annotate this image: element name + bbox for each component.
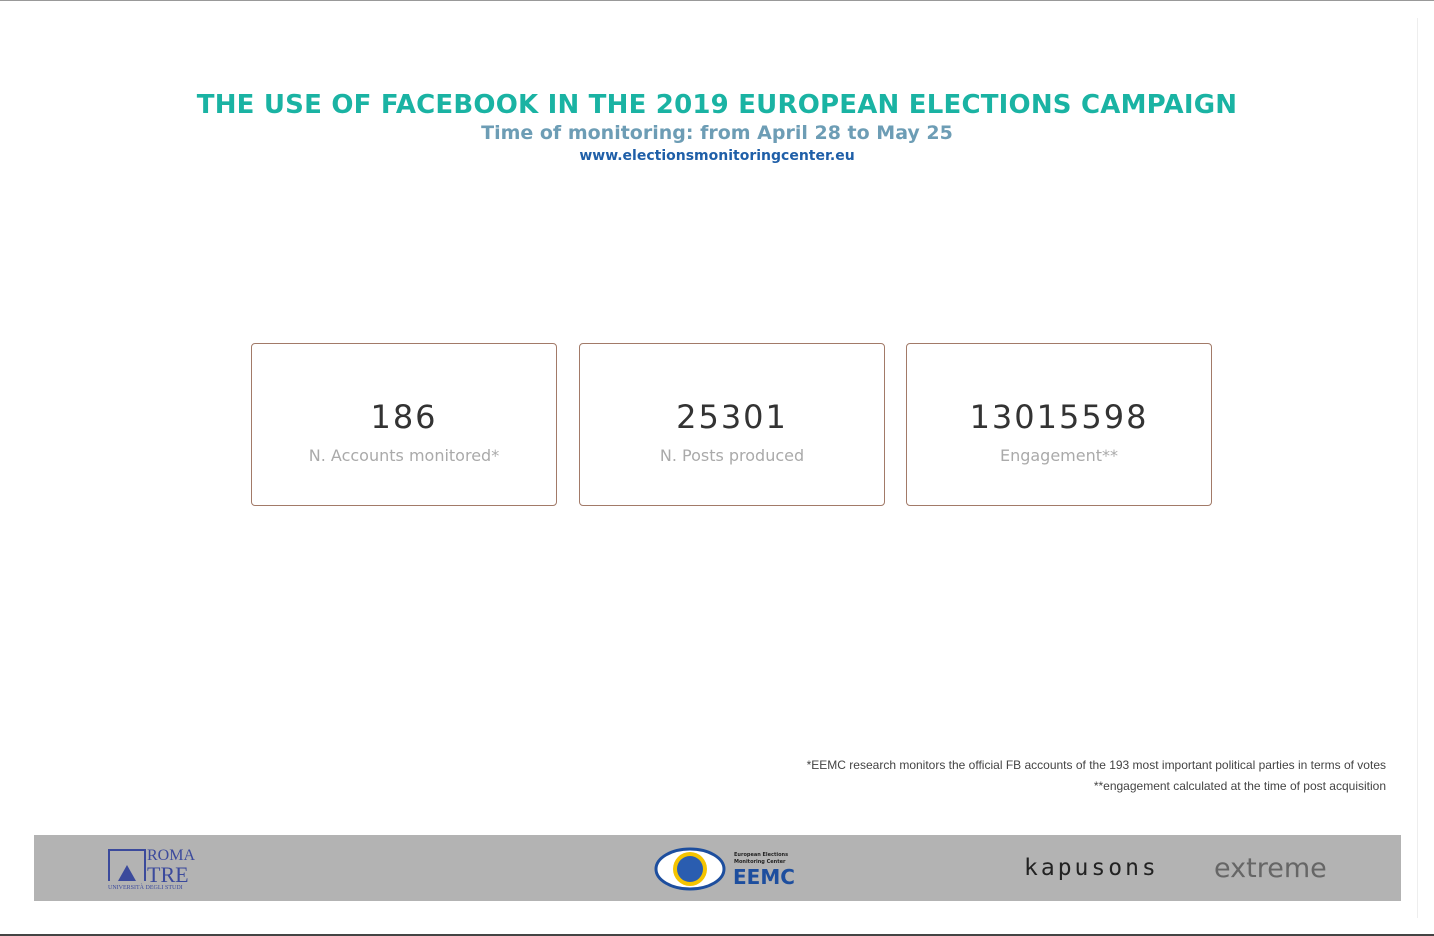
logo-text: extreme <box>1214 853 1327 884</box>
logo-text: European Elections Monitoring Center <box>734 852 789 865</box>
kpi-label: N. Posts produced <box>659 446 805 465</box>
frame-line <box>0 0 1434 1</box>
logo-text: UNIVERSITÀ DEGLI STUDI <box>108 885 183 891</box>
footnote: **engagement calculated at the time of p… <box>1093 779 1386 793</box>
logo-text: TRE <box>147 862 189 887</box>
logo-text: ROMA <box>147 847 196 864</box>
title: THE USE OF FACEBOOK IN THE 2019 EUROPEAN… <box>196 90 1238 120</box>
subtitle: Time of monitoring: from April 28 to May… <box>481 122 953 144</box>
kpi-label: Engagement** <box>999 446 1119 465</box>
roma-tre-logo <box>108 849 146 881</box>
kpi-card: 186 N. Accounts monitored* <box>251 343 557 506</box>
footnote: *EEMC research monitors the official FB … <box>806 758 1386 772</box>
kpi-value: 186 <box>370 398 438 436</box>
eemc-eye <box>654 847 726 891</box>
url[interactable]: www.electionsmonitoringcenter.eu <box>579 148 855 164</box>
kpi-value: 13015598 <box>969 398 1149 436</box>
frame-line <box>1417 18 1418 918</box>
kpi-value: 25301 <box>676 398 788 436</box>
frame-line <box>0 934 1434 936</box>
logo-text: EEMC <box>733 865 795 889</box>
footer-bar: ROMA TRE UNIVERSITÀ DEGLI STUDI European… <box>34 835 1401 901</box>
eye-iris <box>677 856 703 882</box>
kpi-card: 13015598 Engagement** <box>906 343 1212 506</box>
kpi-card: 25301 N. Posts produced <box>579 343 885 506</box>
logo-shape <box>118 865 136 881</box>
logo-text: kapusons <box>1024 855 1159 881</box>
kpi-label: N. Accounts monitored* <box>308 446 500 465</box>
